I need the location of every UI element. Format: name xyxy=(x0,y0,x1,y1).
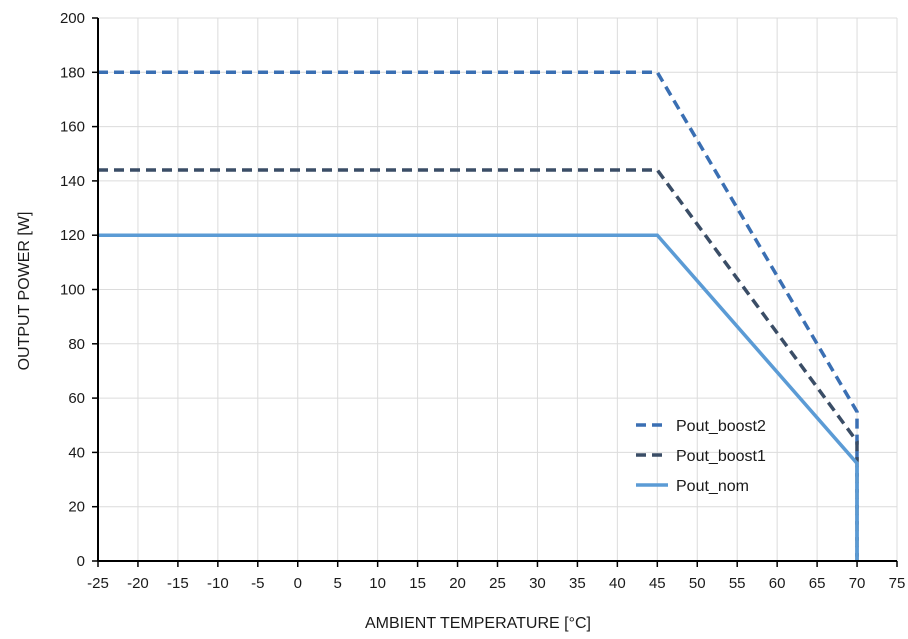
x-tick-label: 45 xyxy=(649,575,666,592)
y-tick-label: 60 xyxy=(68,390,85,407)
y-tick-label: 140 xyxy=(60,173,85,190)
x-tick-label: 50 xyxy=(689,575,706,592)
x-axis-title: AMBIENT TEMPERATURE [°C] xyxy=(365,615,591,632)
y-tick-label: 0 xyxy=(77,553,85,570)
x-tick-label: -15 xyxy=(167,575,189,592)
x-tick-label: 35 xyxy=(569,575,586,592)
x-tick-label: 25 xyxy=(489,575,506,592)
y-tick-label: 120 xyxy=(60,227,85,244)
x-tick-label: 55 xyxy=(729,575,746,592)
x-tick-label: 40 xyxy=(609,575,626,592)
x-tick-label: -20 xyxy=(127,575,149,592)
legend-label: Pout_boost2 xyxy=(676,418,766,435)
x-tick-label: 0 xyxy=(294,575,302,592)
ticks: -25 -20 -15 -10 -5 0 5 10 15 20 25 30 35 40 45 50 55 60 65… xyxy=(60,10,905,592)
legend-label: Pout_nom xyxy=(676,478,749,495)
series-line-pout-nom xyxy=(98,233,859,561)
x-tick-label: 70 xyxy=(849,575,866,592)
y-tick-label: 80 xyxy=(68,336,85,353)
y-tick-label: 180 xyxy=(60,64,85,81)
grid xyxy=(98,17,898,561)
series-line-pout-boost1 xyxy=(98,168,859,561)
legend-label: Pout_boost1 xyxy=(676,448,766,465)
x-tick-label: 30 xyxy=(529,575,546,592)
y-tick-label: 100 xyxy=(60,282,85,299)
series-layer xyxy=(98,70,859,561)
x-tick-label: 5 xyxy=(334,575,342,592)
y-tick-label: 200 xyxy=(60,10,85,27)
legend: Pout_boost2 Pout_boost1 Pout_nom xyxy=(636,418,766,495)
x-tick-label: 60 xyxy=(769,575,786,592)
y-tick-label: 40 xyxy=(68,444,85,461)
y-axis-title: OUTPUT POWER [W] xyxy=(16,212,33,371)
x-tick-label: -10 xyxy=(207,575,229,592)
x-tick-label: 20 xyxy=(449,575,466,592)
x-tick-label: 10 xyxy=(369,575,386,592)
y-tick-label: 20 xyxy=(68,499,85,516)
x-tick-label: 65 xyxy=(809,575,826,592)
x-tick-label: -5 xyxy=(251,575,264,592)
y-tick-label: 160 xyxy=(60,119,85,136)
x-tick-label: -25 xyxy=(87,575,109,592)
x-tick-label: 75 xyxy=(889,575,906,592)
x-tick-label: 15 xyxy=(409,575,426,592)
